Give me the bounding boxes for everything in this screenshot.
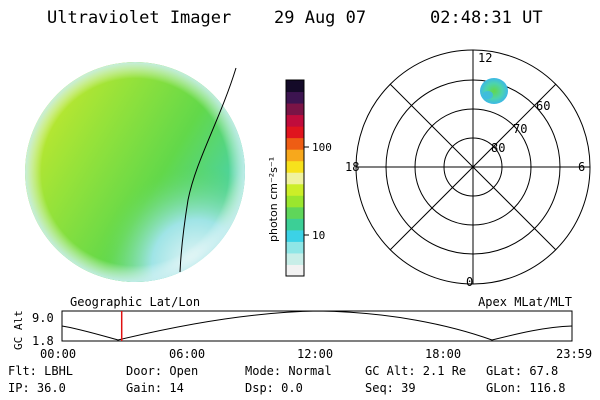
altitude-curve [61, 310, 573, 341]
altitude-timeline-frame [61, 310, 573, 342]
mlat-label-70: 70 [513, 122, 527, 136]
filter-status: Flt: LBHL [8, 364, 74, 378]
timeline-ytick-min: 1.8 [32, 334, 54, 348]
door-status: Door: Open [126, 364, 199, 378]
observation-date: 29 Aug 07 [274, 8, 367, 28]
mlat-label-60: 60 [536, 99, 550, 113]
mlat-label-80: 80 [491, 141, 505, 155]
terminator-line [179, 67, 237, 273]
timeline-xtick-2: 12:00 [297, 347, 333, 361]
colorbar-swatch [286, 206, 304, 219]
colorbar-swatch [286, 218, 304, 231]
colorbar [286, 80, 304, 277]
auroral-spot-edge [483, 91, 493, 99]
mode-status: Mode: Normal [245, 364, 332, 378]
colorbar-swatch [286, 137, 304, 150]
colorbar-swatch [286, 183, 304, 196]
auroral-image-disk [25, 62, 245, 282]
observation-time: 02:48:31 UT [430, 8, 543, 28]
timeline-xtick-3: 18:00 [425, 347, 461, 361]
ip-status: IP: 36.0 [8, 381, 66, 395]
mlt-label-18: 18 [345, 160, 359, 174]
timeline-y-label: GC Alt [12, 310, 25, 350]
colorbar-swatch [286, 172, 304, 185]
colorbar-swatch [286, 229, 304, 242]
timeline-xtick-1: 06:00 [169, 347, 205, 361]
colorbar-swatch [286, 195, 304, 208]
instrument-title: Ultraviolet Imager [47, 8, 232, 28]
gain-status: Gain: 14 [126, 381, 184, 395]
mlt-label-12: 12 [478, 51, 492, 65]
geographic-longitude: GLon: 116.8 [486, 381, 566, 395]
timeline-xtick-0: 00:00 [40, 347, 76, 361]
colorbar-swatch [286, 126, 304, 139]
auroral-emission-spot [480, 78, 508, 104]
colorbar-swatch [286, 264, 304, 277]
mlt-label-6: 6 [578, 160, 585, 174]
colorbar-swatch [286, 80, 304, 93]
colorbar-swatch [286, 91, 304, 104]
mlt-label-0: 0 [466, 275, 473, 289]
colorbar-swatch [286, 149, 304, 162]
sequence-status: Seq: 39 [365, 381, 416, 395]
colorbar-swatch [286, 103, 304, 116]
colorbar-tick-label-100: 100 [312, 141, 332, 154]
polar-mlt-plot [355, 49, 591, 285]
gc-altitude-status: GC Alt: 2.1 Re [365, 364, 467, 378]
geographic-coords-label: Geographic Lat/Lon [70, 295, 200, 309]
timeline-xtick-4: 23:59 [556, 347, 592, 361]
colorbar-swatch [286, 252, 304, 265]
colorbar-unit-label: photon cm⁻²s⁻¹ [267, 157, 280, 242]
dsp-status: Dsp: 0.0 [245, 381, 303, 395]
colorbar-frame [285, 79, 305, 277]
colorbar-tick-label-10: 10 [312, 229, 325, 242]
colorbar-swatch [286, 241, 304, 254]
apex-coords-label: Apex MLat/MLT [478, 295, 572, 309]
geographic-latitude: GLat: 67.8 [486, 364, 559, 378]
timeline-ytick-max: 9.0 [32, 311, 54, 325]
colorbar-swatch [286, 114, 304, 127]
colorbar-swatch [286, 160, 304, 173]
